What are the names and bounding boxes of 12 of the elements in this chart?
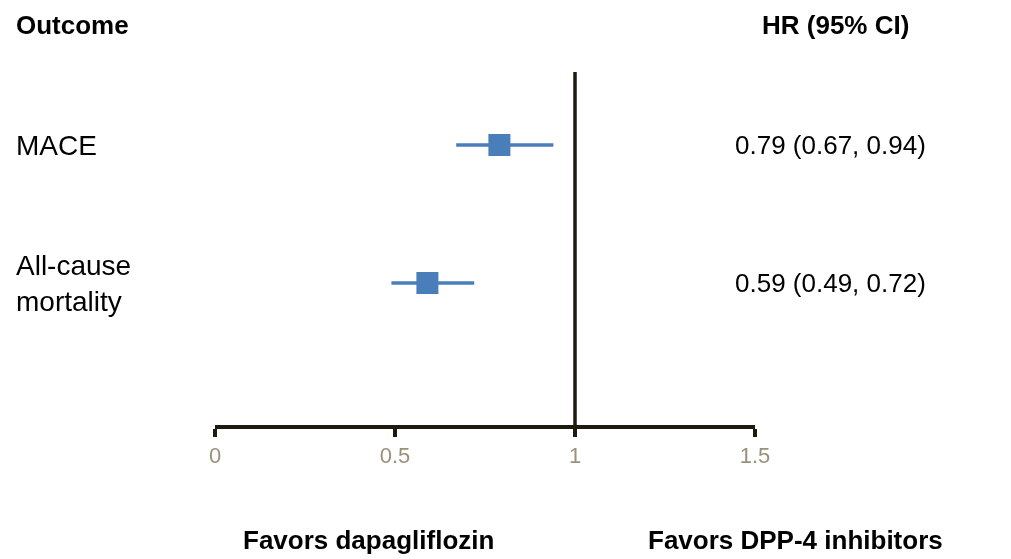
text: Outcome (16, 10, 129, 40)
y-tick-label: MACE (16, 130, 97, 161)
data-label: 0.59 (0.49, 0.72) (735, 268, 926, 298)
text: Favors dapagliflozin (243, 525, 495, 555)
x-tick-label: 0.5 (379, 443, 411, 469)
x-tick-label: 1.5 (739, 443, 771, 469)
x-tick-label: 0 (208, 443, 222, 469)
data-label: 0.79 (0.67, 0.94) (735, 130, 926, 160)
text: HR (95% CI) (762, 10, 910, 40)
text: Favors DPP-4 inhibitors (648, 525, 943, 555)
y-tick-label: All-cause mortality (16, 250, 132, 318)
x-tick-label: 1 (568, 443, 582, 469)
